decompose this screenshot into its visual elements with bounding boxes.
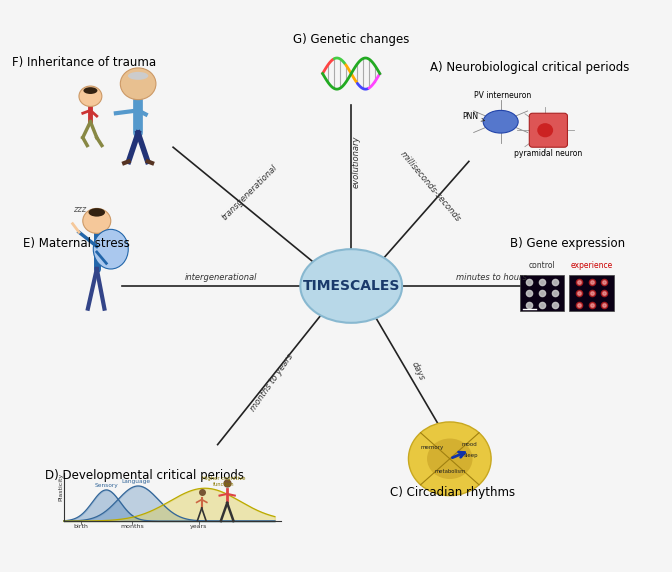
Text: Plasticity: Plasticity	[58, 472, 63, 501]
Bar	[519, 275, 564, 312]
Text: metabolism: metabolism	[434, 469, 466, 474]
Circle shape	[79, 86, 102, 106]
Ellipse shape	[483, 110, 518, 133]
Text: Higher cognitive
function: Higher cognitive function	[202, 476, 246, 487]
Text: years: years	[190, 524, 207, 529]
Text: memory: memory	[421, 444, 444, 450]
Text: sleep: sleep	[464, 453, 478, 458]
Text: A) Neurobiological critical periods: A) Neurobiological critical periods	[429, 61, 629, 74]
Text: C) Circadian rhythms: C) Circadian rhythms	[390, 486, 515, 499]
Text: D) Developmental critical periods: D) Developmental critical periods	[45, 469, 244, 482]
Text: Language: Language	[122, 479, 151, 484]
Text: intergenerational: intergenerational	[185, 273, 257, 282]
Ellipse shape	[83, 87, 97, 94]
FancyBboxPatch shape	[530, 113, 567, 147]
Text: months: months	[120, 524, 144, 529]
Circle shape	[83, 208, 111, 233]
Text: milliseconds-seconds: milliseconds-seconds	[398, 150, 463, 224]
Circle shape	[427, 439, 472, 479]
Ellipse shape	[300, 249, 402, 323]
Text: minutes to hours: minutes to hours	[456, 273, 527, 282]
Circle shape	[120, 68, 156, 100]
Text: PV interneuron: PV interneuron	[474, 91, 531, 100]
Text: birth: birth	[73, 524, 88, 529]
Text: evolutionary: evolutionary	[351, 135, 361, 188]
Bar	[569, 275, 614, 312]
Text: days: days	[410, 360, 426, 382]
Circle shape	[409, 422, 491, 495]
Ellipse shape	[128, 72, 149, 80]
Text: control: control	[529, 261, 555, 270]
Ellipse shape	[89, 208, 105, 217]
Text: pyramidal neuron: pyramidal neuron	[514, 149, 583, 158]
Ellipse shape	[537, 123, 553, 137]
Text: E) Maternal stress: E) Maternal stress	[23, 237, 130, 250]
Text: G) Genetic changes: G) Genetic changes	[293, 33, 409, 46]
Ellipse shape	[93, 229, 128, 269]
Text: PNN: PNN	[462, 112, 485, 121]
Text: B) Gene expression: B) Gene expression	[510, 237, 625, 250]
Text: F) Inheritance of trauma: F) Inheritance of trauma	[12, 55, 156, 69]
Text: TIMESCALES: TIMESCALES	[302, 279, 400, 293]
Text: zzz: zzz	[73, 205, 86, 214]
Text: Sensory: Sensory	[95, 483, 118, 488]
Text: mood: mood	[461, 442, 477, 447]
Text: experience: experience	[571, 261, 613, 270]
Text: months to years: months to years	[249, 352, 295, 413]
Text: transgenerational: transgenerational	[220, 163, 279, 222]
